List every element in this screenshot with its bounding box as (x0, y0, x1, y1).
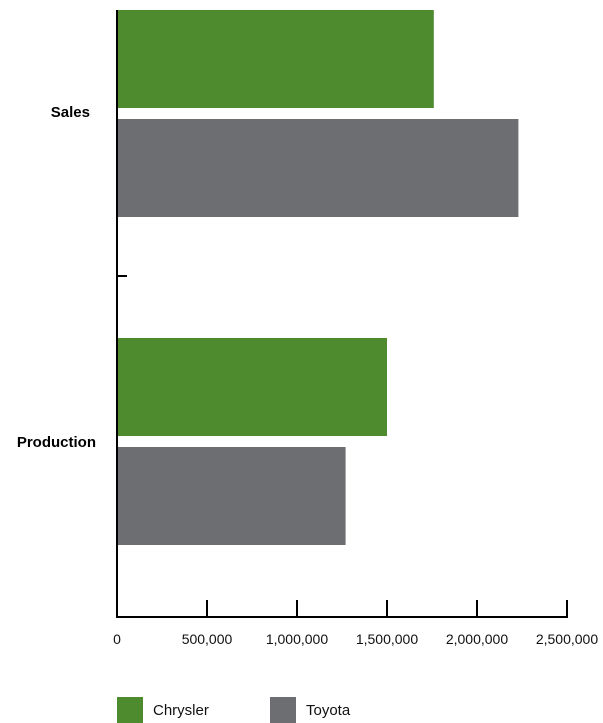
y-category-label-sales: Sales (51, 104, 90, 121)
y-categories-group: Sales Production (17, 104, 96, 451)
x-tick-label: 1,500,000 (356, 631, 418, 647)
legend-label-chrysler: Chrysler (153, 702, 209, 719)
x-tick-label: 1,000,000 (266, 631, 328, 647)
x-ticks-group: 0 500,000 1,000,000 1,500,000 2,000,000 2,500… (113, 275, 598, 647)
legend-swatch-chrysler (117, 697, 143, 723)
legend: Chrysler Toyota (117, 697, 351, 723)
x-tick-label: 500,000 (182, 631, 233, 647)
bar-chrysler-production (117, 338, 387, 436)
bar-toyota-production (117, 447, 346, 545)
x-tick-label: 2,000,000 (446, 631, 508, 647)
x-tick-label: 0 (113, 631, 121, 647)
axes-group (116, 10, 567, 618)
y-category-label-production: Production (17, 434, 96, 451)
bars-group (117, 10, 519, 545)
bar-chrysler-sales (117, 10, 434, 108)
legend-label-toyota: Toyota (306, 702, 351, 719)
legend-swatch-toyota (270, 697, 296, 723)
x-tick-label: 2,500,000 (536, 631, 598, 647)
bar-toyota-sales (117, 119, 519, 217)
